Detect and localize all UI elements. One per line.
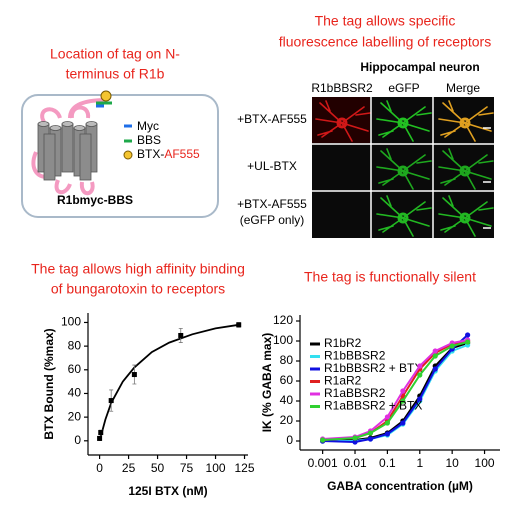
x-tick-label: 25 [122,461,136,475]
data-point [320,437,326,443]
x-tick-label: 10 [445,456,459,470]
data-point [108,398,114,404]
y-tick-label: 20 [68,409,82,423]
data-point [131,372,137,378]
row-label: +BTX-AF555 [237,197,307,211]
x-tick-label: 75 [180,461,194,475]
y-tick-label: 60 [280,373,294,387]
column-label: Merge [446,81,480,95]
column-label: eGFP [388,81,419,95]
y-tick-label: 60 [68,362,82,376]
data-point [400,398,406,404]
x-tick-label: 0 [96,461,103,475]
y-tick-label: 80 [68,338,82,352]
y-tick-label: 0 [286,433,293,447]
data-point [449,343,455,349]
legend-label: R1aBBSR2 + BTX [324,399,422,413]
data-point [367,436,374,442]
data-point [417,396,423,402]
x-tick-label: 100 [206,461,226,475]
data-point [465,332,471,338]
column-label: R1bBBSR2 [311,81,373,95]
y-tick-label: 0 [74,433,81,447]
panel-title: Location of tag on N- [50,46,180,62]
legend-label: R1aR2 [324,374,362,388]
data-point [384,431,391,437]
x-axis-label: 125I BTX (nM) [128,484,207,498]
y-tick-label: 80 [280,353,294,367]
data-point [384,414,391,420]
diagram-legend: BTX-AF555 [137,147,200,161]
data-point [465,339,471,345]
micrographs [312,97,495,238]
y-tick-label: 120 [273,313,293,327]
panel-title: The tag allows specific [315,13,456,29]
panel-title: terminus of R1b [66,66,165,82]
data-point [352,439,358,445]
data-point [236,322,242,328]
chart-title: The tag allows high affinity binding [31,261,245,277]
data-point [432,353,438,359]
data-point [352,435,358,441]
x-tick-label: 0.01 [343,456,367,470]
x-tick-label: 50 [151,461,165,475]
x-tick-label: 100 [475,456,495,470]
y-tick-label: 100 [61,315,81,329]
data-point [432,366,438,372]
diagram-legend: BBS [137,133,161,147]
x-tick-label: 0.001 [308,456,338,470]
diagram-legend: Myc [137,119,159,133]
data-point [367,430,374,436]
y-tick-label: 20 [280,413,294,427]
chart-title: of bungarotoxin to receptors [51,281,225,297]
chart-title: The tag is functionally silent [304,269,476,285]
y-axis-label: BTX Bound (%max) [42,328,56,439]
x-tick-label: 125 [235,461,255,475]
data-point [97,435,103,441]
legend-label: R1aBBSR2 [324,386,386,400]
data-point [417,372,423,378]
x-tick-label: 0.1 [379,456,396,470]
row-label: +UL-BTX [247,159,297,173]
legend-label: R1bR2 [324,336,362,350]
legend-label: R1bBBSR2 + BTX [324,361,422,375]
legend-label: R1bBBSR2 [324,349,386,363]
data-point [400,420,406,426]
data-point [384,420,391,426]
fit-curve [98,323,239,442]
x-axis-label: GABA concentration (µM) [327,479,473,493]
row-label: +BTX-AF555 [237,112,307,126]
data-point [417,363,423,369]
panel-title: fluorescence labelling of receptors [279,34,491,50]
diagram-label: R1bmyc-BBS [57,193,133,207]
row-label: (eGFP only) [240,213,304,227]
y-tick-label: 40 [68,386,82,400]
y-tick-label: 100 [273,333,293,347]
data-point [400,388,406,394]
imaging-subtitle: Hippocampal neuron [360,60,479,74]
x-tick-label: 1 [416,456,423,470]
data-point [178,332,184,338]
y-tick-label: 40 [280,393,294,407]
receptor-diagram [21,90,219,218]
data-point [98,430,104,436]
y-axis-label: IK (% GABA max) [260,333,274,433]
data-point [432,348,438,354]
